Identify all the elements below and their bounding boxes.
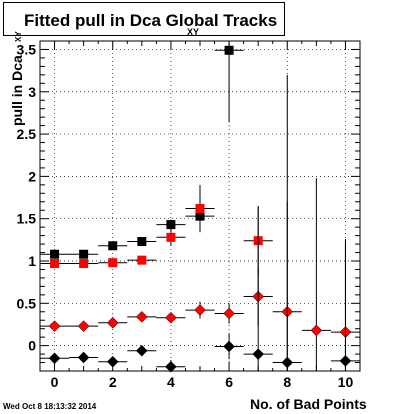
diamond-marker <box>310 324 323 337</box>
y-tick-label: 0.5 <box>17 295 37 311</box>
diamond-marker <box>77 351 90 364</box>
diamond-marker <box>106 355 119 368</box>
chart-title-box: Fitted pull in Dca Global Tracks XY <box>3 2 285 37</box>
data-points <box>40 41 360 373</box>
diamond-marker <box>106 316 119 329</box>
x-tick-label: 8 <box>283 374 291 390</box>
x-tick-label: 10 <box>338 374 354 390</box>
x-tick-label: 0 <box>51 374 59 390</box>
diamond-marker <box>165 360 177 373</box>
square-marker <box>166 220 176 230</box>
y-tick-label: 0 <box>28 338 36 354</box>
square-marker <box>137 255 147 265</box>
y-tick-label: 3 <box>28 84 36 100</box>
diamond-marker <box>135 344 148 357</box>
x-tick-label: 2 <box>109 374 117 390</box>
square-marker <box>195 204 205 214</box>
y-tick-label: 1 <box>28 253 36 269</box>
y-tick-label: 3.5 <box>17 41 37 57</box>
x-axis-label: No. of Bad Points <box>250 396 367 412</box>
chart-title: Fitted pull in Dca Global Tracks <box>24 11 278 30</box>
diamond-marker <box>135 310 148 323</box>
square-marker <box>50 259 60 269</box>
square-marker <box>108 241 118 251</box>
diamond-marker <box>194 304 206 316</box>
timestamp: Wed Oct 8 18:13:32 2014 <box>3 402 97 411</box>
diamond-marker <box>165 311 177 324</box>
chart-title-subscript: XY <box>187 27 200 37</box>
x-tick-label: 6 <box>225 374 233 390</box>
y-tick-label: 2 <box>28 168 36 184</box>
tick-labels: 0 2 4 6 8 10 0 0.5 1 1.5 2 2.5 3 3.5 <box>17 41 354 390</box>
diamond-marker <box>48 320 61 333</box>
x-tick-label: 4 <box>167 374 175 390</box>
diamond-marker <box>339 354 352 367</box>
square-marker <box>108 258 118 268</box>
square-marker <box>79 259 89 269</box>
y-tick-label: 2.5 <box>17 126 37 142</box>
square-marker <box>79 249 89 259</box>
square-marker <box>50 249 60 259</box>
diamond-marker <box>281 356 294 369</box>
square-marker <box>224 45 234 55</box>
diamond-marker <box>223 340 235 353</box>
diamond-marker <box>48 352 61 365</box>
diamond-marker <box>77 320 90 333</box>
square-marker <box>166 232 176 242</box>
y-tick-label: 1.5 <box>17 211 37 227</box>
square-marker <box>137 237 147 247</box>
diamond-marker <box>252 348 265 360</box>
y-axis-label-subscript: XY <box>14 31 23 42</box>
diamond-marker <box>223 307 235 320</box>
